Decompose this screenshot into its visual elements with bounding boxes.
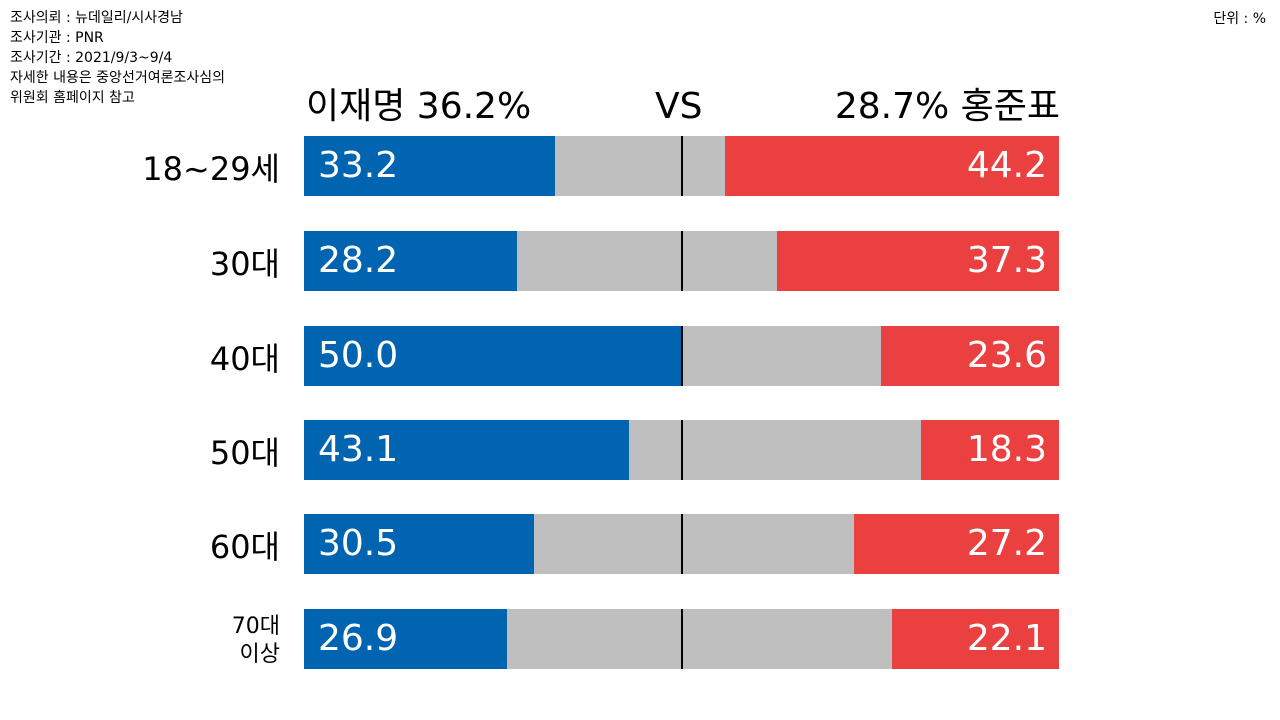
survey-period: 조사기간 : 2021/9/3~9/4 <box>10 50 173 66</box>
right-candidate-title: 28.7% 홍준표 <box>834 86 1060 127</box>
category-label-line: 이상 <box>239 642 280 667</box>
bar-hong <box>777 231 1059 291</box>
bar-hong <box>892 609 1059 669</box>
category-label-line: 60대 <box>209 528 280 566</box>
vs-label: VS <box>655 86 703 127</box>
bar-row: 28.2 37.3 <box>304 231 1059 291</box>
bar-hong <box>920 420 1059 480</box>
value-label-lee: 26.9 <box>318 618 399 659</box>
value-label-hong: 23.6 <box>966 335 1047 376</box>
value-label-lee: 28.2 <box>318 240 399 281</box>
category-label-line: 50대 <box>209 434 280 472</box>
bar-hong <box>725 136 1059 196</box>
category-label: 18~29세 <box>142 144 280 190</box>
bar-row: 33.2 44.2 <box>304 136 1059 196</box>
bar-row: 43.1 18.3 <box>304 420 1059 480</box>
survey-info: 조사의뢰 : 뉴데일리/시사경남 조사기관 : PNR 조사기간 : 2021/… <box>10 8 225 108</box>
midline <box>681 326 683 386</box>
midline <box>681 136 683 196</box>
midline <box>681 609 683 669</box>
midline <box>681 420 683 480</box>
survey-note: 자세한 내용은 중앙선거여론조사심의 <box>10 70 225 86</box>
survey-sponsor: 조사의뢰 : 뉴데일리/시사경남 <box>10 10 183 26</box>
category-label: 40대 <box>210 334 280 380</box>
survey-note-2: 위원회 홈페이지 참고 <box>10 90 135 106</box>
bar-row: 50.0 23.6 <box>304 326 1059 386</box>
midline <box>681 514 683 574</box>
category-label-line: 70대 <box>231 614 280 639</box>
bar-hong <box>880 326 1059 386</box>
bar-lee <box>304 514 535 574</box>
midline <box>681 231 683 291</box>
category-label: 60대 <box>210 522 280 568</box>
bar-hong <box>853 514 1059 574</box>
value-label-hong: 44.2 <box>966 145 1047 186</box>
bar-lee <box>304 420 630 480</box>
category-label: 50대 <box>210 428 280 474</box>
value-label-hong: 27.2 <box>966 523 1047 564</box>
category-label-line: 18~29세 <box>142 150 280 188</box>
unit-label: 단위 : % <box>1213 11 1266 27</box>
bar-lee <box>304 231 517 291</box>
value-label-hong: 22.1 <box>966 618 1047 659</box>
category-label-line: 30대 <box>209 245 280 283</box>
bar-row: 30.5 27.2 <box>304 514 1059 574</box>
value-label-lee: 43.1 <box>318 429 399 470</box>
left-candidate-title: 이재명 36.2% <box>306 86 532 127</box>
value-label-hong: 18.3 <box>966 429 1047 470</box>
category-label-line: 40대 <box>209 340 280 378</box>
value-label-hong: 37.3 <box>966 240 1047 281</box>
value-label-lee: 50.0 <box>318 335 399 376</box>
bar-lee <box>304 326 682 386</box>
category-label: 30대 <box>210 239 280 285</box>
value-label-lee: 30.5 <box>318 523 399 564</box>
value-label-lee: 33.2 <box>318 145 399 186</box>
bar-lee <box>304 609 508 669</box>
bar-row: 26.9 22.1 <box>304 609 1059 669</box>
survey-agency: 조사기관 : PNR <box>10 30 104 46</box>
bar-lee <box>304 136 555 196</box>
